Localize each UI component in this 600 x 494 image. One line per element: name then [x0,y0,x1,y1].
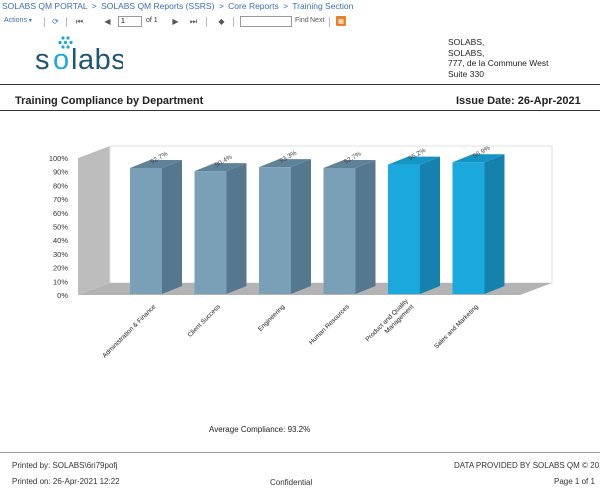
report-title: Training Compliance by Department [15,95,204,107]
bar [259,167,291,294]
y-tick-label: 0% [57,291,68,300]
footer-divider [0,452,600,453]
compliance-bar-chart: 0%10%20%30%40%50%60%70%80%90%100% 92.7%Ad… [49,145,553,360]
find-input[interactable] [240,16,292,27]
y-tick-label: 20% [53,264,68,273]
toolbar-divider [233,17,234,27]
chart-side-wall [78,146,110,295]
toolbar-divider [44,17,45,27]
toolbar-divider [206,17,207,27]
address-line: Suite 330 [448,68,484,79]
toolbar-divider [329,17,330,27]
export-icon[interactable]: ▦ [336,16,346,26]
bar [452,162,485,294]
average-compliance: Average Compliance: 93.2% [209,425,311,434]
printed-on: Printed on: 26-Apr-2021 12:22 [12,477,120,486]
category-label: Client Success [187,303,223,339]
bar-side [420,156,440,294]
bar [194,171,227,294]
breadcrumb-separator: > [283,1,289,11]
back-icon[interactable]: ◆ [218,17,225,26]
first-page-icon[interactable]: ⏮ [75,16,84,26]
category-label-line: Administration & Finance [101,303,157,359]
previous-page-icon[interactable]: ◀ [104,17,111,26]
bar-top [130,160,182,169]
category-label-line: Client Success [187,303,223,339]
svg-text:labs: labs [71,44,123,74]
data-provided-by: DATA PROVIDED BY SOLABS QM © 2010+ [454,461,600,470]
bar-side [484,154,505,294]
last-page-icon[interactable]: ⏭ [189,16,198,26]
bar-top [323,160,376,169]
y-tick-label: 90% [53,168,68,177]
bar-top [452,154,505,163]
printed-by: Printed by: SOLABS\6ri79pofj [12,461,118,470]
bar-top [259,159,311,168]
toolbar-divider [66,17,67,27]
category-label: Sales and Marketing [433,303,480,350]
y-tick-label: 70% [53,195,68,204]
category-label: Administration & Finance [101,303,157,359]
bar-side [291,159,311,294]
bar-side [355,160,376,294]
bar-top [194,163,247,172]
breadcrumb-portal[interactable]: SOLABS QM PORTAL [2,1,88,11]
breadcrumb-separator: > [91,1,97,11]
refresh-icon[interactable]: ⟳ [52,17,59,26]
category-label-line: Engineering [257,303,287,333]
y-tick-label: 40% [53,236,68,245]
title-divider [0,110,600,111]
y-tick-label: 60% [53,209,68,218]
bar [388,164,420,294]
breadcrumb-training-section[interactable]: Training Section [292,1,354,11]
y-tick-label: 10% [53,277,68,286]
category-label-line: Sales and Marketing [433,303,480,350]
report-toolbar: Actions ▾ ⟳ ⏮ ◀ of 1 ▶ ⏭ ◆ Find Next ▦ [0,14,600,30]
page-indicator: Page 1 of 1 [554,477,595,486]
next-page-icon[interactable]: ▶ [172,17,179,26]
y-tick-label: 50% [53,223,68,232]
address-line: SOLABS, [448,47,485,58]
find-next-link[interactable]: Next [310,17,325,24]
actions-label: Actions [4,17,27,24]
page-count-label: of 1 [146,17,158,24]
y-tick-label: 80% [53,181,68,190]
y-tick-label: 100% [49,154,69,163]
bar-side [162,160,182,294]
bar-top [388,156,440,165]
company-address: SOLABS, SOLABS, 777, de la Commune West … [448,37,548,79]
bar [130,168,162,294]
breadcrumb-core-reports[interactable]: Core Reports [228,1,279,11]
breadcrumb: SOLABS QM PORTAL > SOLABS QM Reports (SS… [2,1,353,11]
bar [323,168,356,294]
chevron-down-icon: ▾ [28,18,32,24]
solabs-logo: s o labs [33,34,126,76]
find-link[interactable]: Find [295,17,309,24]
address-line: 777, de la Commune West [448,58,549,68]
category-label: Product and QualityManagement [364,297,416,349]
y-tick-label: 30% [53,250,68,259]
category-label: Human Resources [308,303,352,347]
category-label: Engineering [257,303,287,333]
header-divider [0,84,600,85]
category-label-line: Human Resources [308,303,352,347]
svg-text:s: s [35,44,51,74]
address-line: SOLABS, [448,37,485,47]
svg-text:o: o [53,44,69,74]
confidential-label: Confidential [270,478,313,487]
breadcrumb-separator: > [218,1,224,11]
issue-date: Issue Date: 26-Apr-2021 [456,95,581,107]
actions-menu[interactable]: Actions ▾ [4,17,32,24]
page-number-input[interactable] [118,16,142,27]
breadcrumb-reports[interactable]: SOLABS QM Reports (SSRS) [101,1,215,11]
bar-side [226,163,247,294]
